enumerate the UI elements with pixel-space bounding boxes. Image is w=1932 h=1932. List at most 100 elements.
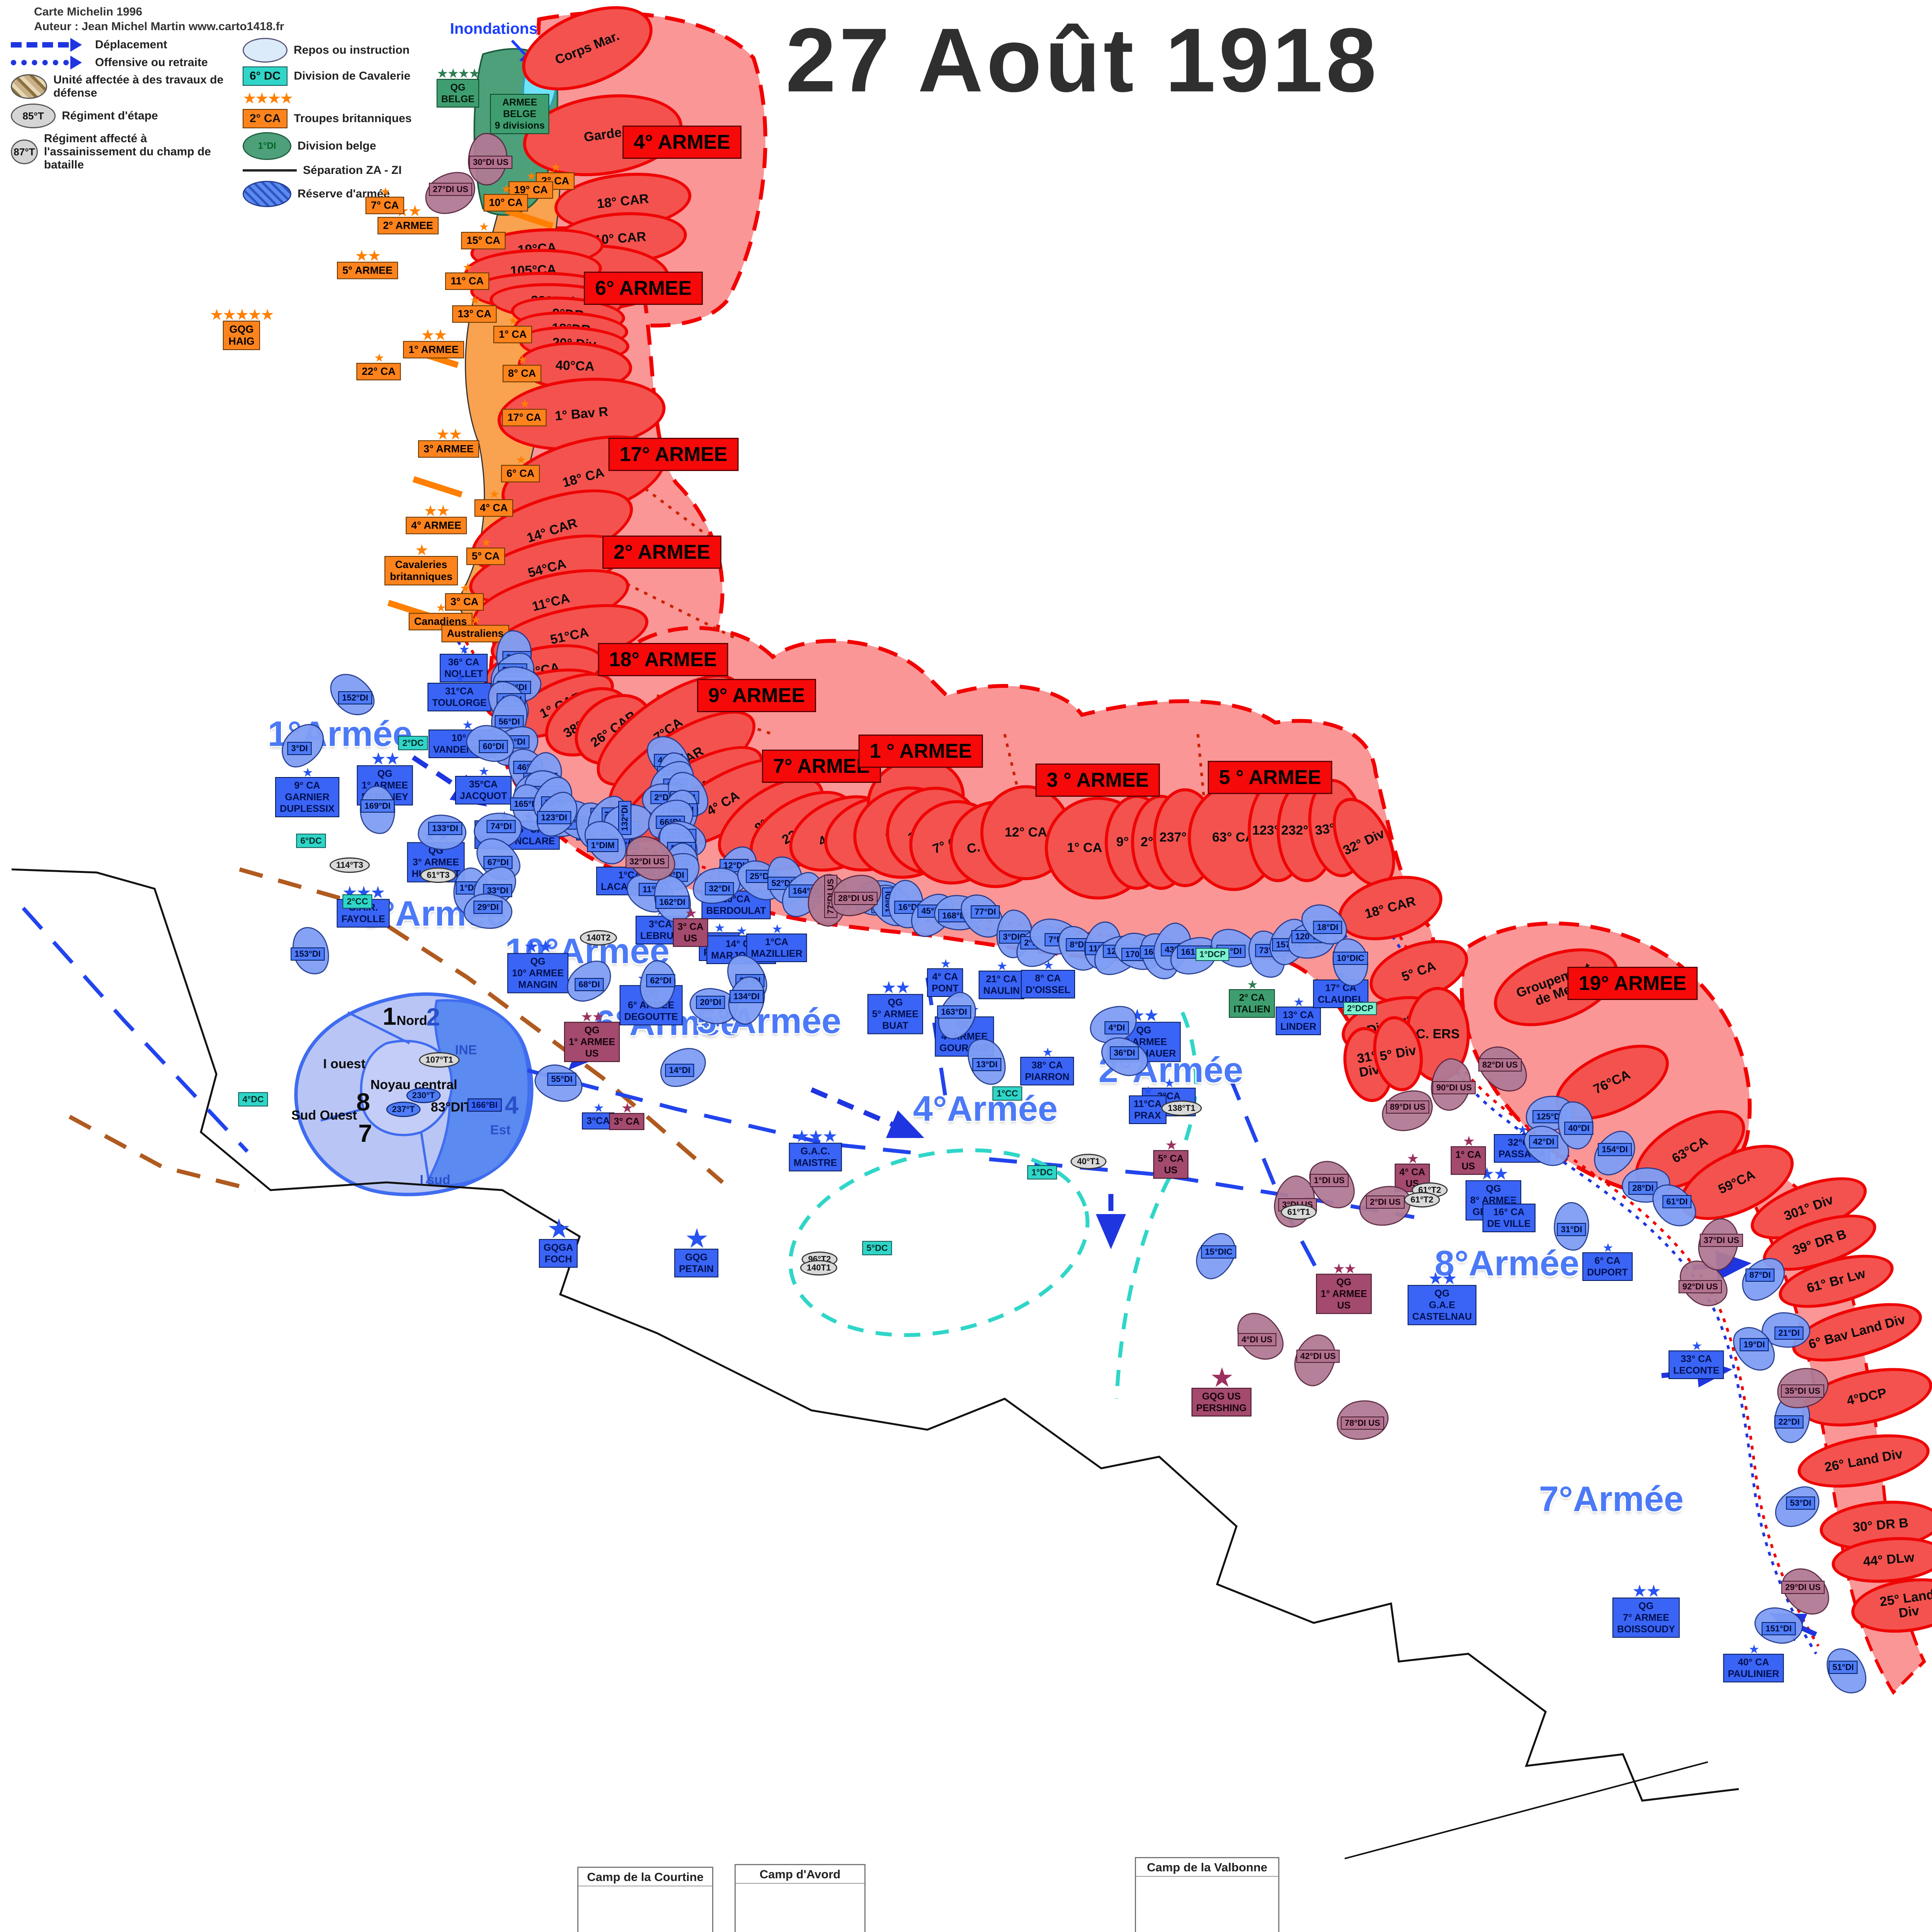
british-corps-box: ★ Canadiens	[408, 602, 473, 630]
british-corps-box: ★ 8° CA	[502, 354, 542, 382]
french-division-chip: 18°DI	[1313, 921, 1342, 934]
french-division-chip: 162°DI	[655, 896, 689, 909]
paris-sector-label: Nord	[396, 1013, 427, 1028]
french-division-chip: 74°DI	[486, 820, 516, 833]
us-hq-box: ★ 3° CA US	[673, 906, 708, 947]
french-division-chip: 87°DI	[1745, 1269, 1775, 1282]
french-corps-box: ★ 3°CA	[582, 1102, 615, 1129]
belgian-army-box: ARMEE BELGE 9 divisions	[490, 94, 549, 134]
paris-sector-label: 2	[426, 1003, 440, 1031]
british-troops-icon: 2° CA	[243, 109, 288, 128]
british-corps-box: ★ 1° CA	[493, 315, 532, 343]
paris-sector-label: 4	[505, 1091, 519, 1119]
boundary-blue-1	[22, 906, 249, 1153]
french-division-chip: 77°DI	[971, 905, 1000, 918]
arrowhead-icon	[70, 38, 89, 52]
page-title: 27 Août 1918	[785, 9, 1380, 111]
us-hq-box: ★ GQG US PERSHING	[1191, 1364, 1252, 1417]
cavalry-unit-box: 2°CC	[342, 894, 372, 909]
french-hq-box: ★★ QG G.A.E CASTELNAU	[1407, 1270, 1477, 1325]
us-division-chip: 90°DI US	[1432, 1081, 1476, 1094]
french-army-name: 4°Armée	[913, 1089, 1058, 1129]
training-camp-box: Camp d'Avord	[735, 1864, 866, 1932]
us-hq-box: ★★ QG 1° ARMEE US	[1316, 1262, 1372, 1314]
french-division-chip: 36°DI	[1110, 1046, 1139, 1060]
legend-repos: Repos ou instruction	[294, 44, 410, 56]
french-corps-box: ★ 31°CA TOULORGE	[427, 672, 492, 711]
defense-works-icon	[11, 74, 48, 99]
french-division-chip: 3°DI	[287, 742, 312, 755]
german-army-label: 5 ° ARMEE	[1208, 761, 1333, 794]
british-corps-box: ★ 17° CA	[502, 398, 547, 426]
french-corps-box: ★ 13° CA LINDER	[1276, 996, 1321, 1035]
us-hq-box: ★ 3° CA	[609, 1101, 645, 1130]
paris-territorial-ellipse: 237°T	[386, 1102, 421, 1117]
paris-sector-label: 7	[358, 1119, 372, 1147]
paris-sector-label: I ouest	[323, 1056, 366, 1071]
french-division-chip: 13°DI	[972, 1058, 1002, 1071]
cavalry-unit-box: 1°CC	[992, 1086, 1022, 1101]
legend: Carte Michelin 1996 Auteur : Jean Michel…	[11, 4, 417, 211]
french-division-chip: 22°DI	[1774, 1415, 1804, 1429]
french-division-chip: 61°DI	[1662, 1195, 1692, 1208]
us-division-chip: 82°DI US	[1478, 1058, 1522, 1071]
za-zi-separation-2	[1344, 1761, 1708, 1859]
french-division-chip: 152°DI	[338, 691, 372, 704]
etape-regiment-icon: 85°T	[11, 104, 56, 128]
french-division-chip: 132°DI	[618, 801, 631, 835]
french-division-chip: 153°DI	[291, 947, 325, 961]
boundary-brown-2	[68, 1115, 256, 1192]
separation-line-icon	[243, 169, 297, 172]
legend-assain: Régiment affecté à l'assainissement du c…	[44, 132, 211, 171]
cavalry-unit-box: 2°DC	[398, 736, 428, 750]
german-army-label: 2° ARMEE	[602, 536, 722, 569]
french-division-chip: 19°DI	[1740, 1338, 1769, 1351]
british-corps-box: ★ 7° CA	[365, 186, 405, 214]
french-division-chip: 15°DIC	[1201, 1245, 1236, 1259]
us-division-chip: 92°DI US	[1679, 1280, 1722, 1293]
french-corps-box: ★ 6° CA DUPORT	[1582, 1242, 1633, 1281]
us-division-chip: 29°DI US	[1781, 1581, 1825, 1594]
us-hq-box: ★ 1° CA US	[1451, 1134, 1486, 1175]
us-division-chip: 37°DI US	[1700, 1234, 1743, 1247]
cavalry-unit-box: 4°DC	[238, 1092, 268, 1107]
french-division-chip: 53°DI	[1786, 1497, 1815, 1510]
french-corps-box: ★ 9° CA GARNIER DUPLESSIX	[275, 766, 339, 817]
us-division-chip: 4°DI US	[1238, 1333, 1276, 1346]
french-hq-box: ★★ QG 10° ARMEE MANGIN	[507, 938, 569, 993]
us-division-chip: 78°DI US	[1341, 1417, 1384, 1430]
boundary-blue-2	[527, 1068, 920, 1155]
legend-offensive: Offensive ou retraite	[95, 56, 208, 69]
legend-separation: Séparation ZA - ZI	[303, 164, 402, 177]
transport-regiment-ellipse: 61°T3	[420, 867, 456, 883]
transport-regiment-ellipse: 40°T1	[1070, 1154, 1107, 1169]
french-army-name: 8°Armée	[1434, 1243, 1580, 1283]
french-division-chip: 169°DI	[361, 799, 395, 813]
french-division-chip: 123°DI	[537, 811, 571, 824]
deplacement-arrow-icon	[11, 42, 69, 48]
french-division-chip: 20°DI	[696, 996, 725, 1009]
us-division-chip: 42°DI US	[1296, 1350, 1340, 1363]
us-division-chip: 89°DI US	[1386, 1100, 1429, 1114]
assainissement-regiment-icon: 87°T	[11, 139, 38, 164]
us-division-chip: 32°DI US	[626, 855, 669, 868]
british-corps-box: ★ 3° CA	[445, 583, 484, 611]
british-corps-box: ★ 5° CA	[466, 537, 505, 565]
paris-sector-label: 8	[356, 1088, 370, 1116]
us-division-chip: 30°DI US	[469, 156, 512, 169]
german-army-label: 1 ° ARMEE	[858, 735, 983, 768]
french-division-chip: 42°DI	[1529, 1135, 1558, 1148]
french-corps-box: ★ 4° CA PONT	[927, 957, 963, 997]
french-division-chip: 31°DI	[1557, 1223, 1586, 1236]
paris-bi-box: 166°BI	[468, 1098, 502, 1112]
training-camp-box: Camp de la Valbonne	[1135, 1857, 1279, 1932]
french-hq-box: ★ GQGA FOCH	[539, 1215, 578, 1268]
french-corps-box: ★ 11°CA PRAX	[1129, 1085, 1167, 1124]
training-camp-label: Camp de la Valbonne	[1136, 1861, 1278, 1877]
french-division-chip: 11°DI	[638, 883, 668, 896]
cavalry-zone-curve	[1115, 1012, 1198, 1399]
french-division-chip: 163°DI	[937, 1005, 971, 1019]
legend-dc: Division de Cavalerie	[294, 70, 411, 82]
